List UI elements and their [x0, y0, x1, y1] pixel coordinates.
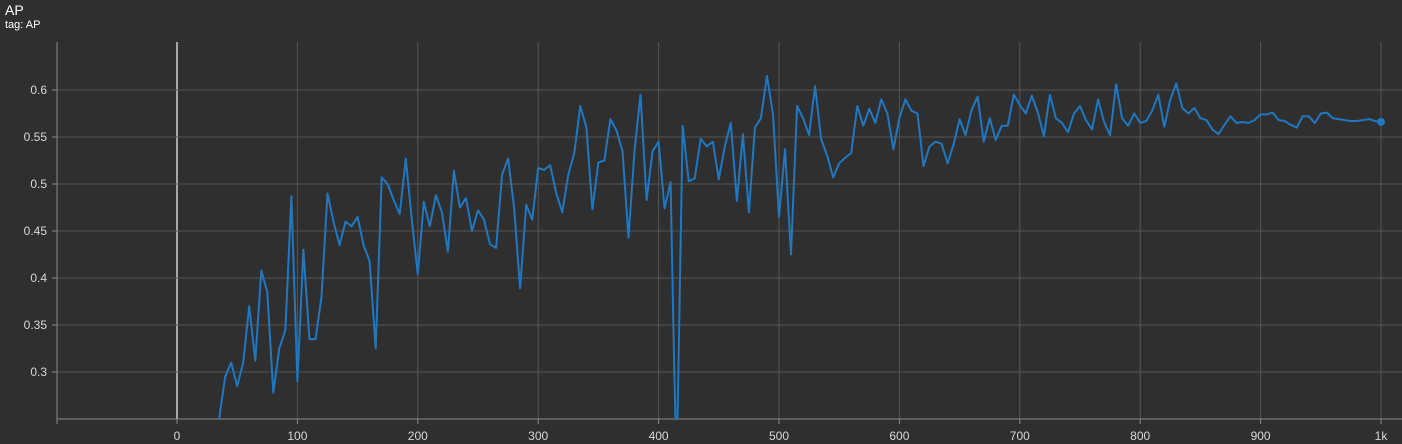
x-tick-label: 1k	[1375, 429, 1389, 443]
x-tick-label: 500	[769, 429, 789, 443]
x-tick-label: 900	[1251, 429, 1271, 443]
axes	[52, 42, 1402, 424]
chart-title: AP	[5, 2, 24, 18]
last-point-marker[interactable]	[1377, 117, 1385, 126]
x-tick-label: 600	[889, 429, 909, 443]
x-tick-label: 800	[1130, 429, 1150, 443]
chart-subtitle: tag: AP	[5, 19, 41, 31]
x-tick-label: 400	[649, 429, 669, 443]
series-layer	[218, 74, 1382, 419]
y-tick-label: 0.3	[30, 365, 47, 379]
marker-layer	[1377, 117, 1385, 126]
x-tick-label: 700	[1010, 429, 1030, 443]
tick-labels: 0 100 200 300 400 500 600 700 800 900 1k 0.3 0.35 0.4…	[24, 83, 1389, 443]
grid-lines	[57, 42, 1402, 419]
series-line	[218, 74, 1382, 419]
x-tick-label: 200	[408, 429, 428, 443]
y-tick-label: 0.5	[30, 177, 47, 191]
x-tick-label: 100	[287, 429, 307, 443]
y-tick-label: 0.45	[24, 224, 48, 238]
x-tick-label: 0	[174, 429, 181, 443]
y-tick-label: 0.6	[30, 83, 47, 97]
x-tick-label: 300	[528, 429, 548, 443]
y-tick-label: 0.55	[24, 130, 48, 144]
y-tick-label: 0.35	[24, 318, 48, 332]
y-tick-label: 0.4	[30, 271, 47, 285]
